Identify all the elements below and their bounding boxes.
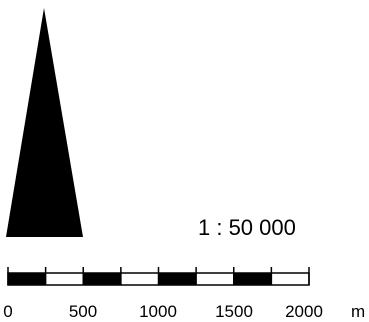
scale-bar-segment [233,273,272,285]
north-arrow-icon [6,8,83,237]
scale-bar-segment [196,273,234,285]
scale-tick-label-1500: 1500 [215,302,253,321]
scale-bar-ticks [7,267,310,285]
scale-ratio: 1 : 50 000 [198,215,296,240]
scale-bar-segment [8,273,46,285]
scale-bar-segments [8,273,309,285]
scale-bar-segment [271,273,309,285]
scale-tick-label-0: 0 [3,302,13,321]
scale-tick-label-1000: 1000 [139,302,177,321]
scale-bar [7,267,310,286]
scale-bar-segment [120,273,159,285]
scale-bar-segment [45,273,84,285]
scale-tick-label-2000: 2000 [285,302,323,321]
scale-bar-segment [158,273,197,285]
scale-tick-label-500: 500 [68,302,98,321]
scale-bar-segment [83,273,121,285]
scale-unit-label: m [351,302,366,321]
